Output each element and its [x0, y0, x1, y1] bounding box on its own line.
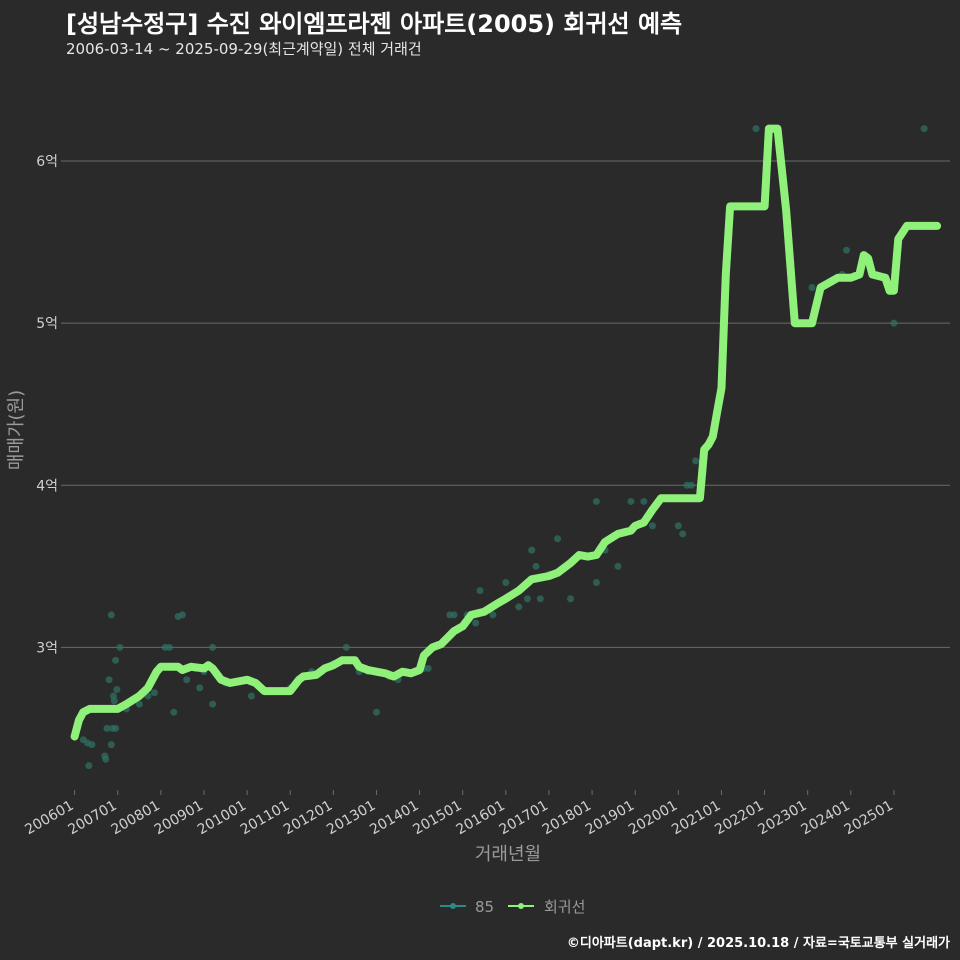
x-tick-label-7: 201301	[324, 798, 378, 839]
x-tick-label-18: 202401	[799, 798, 853, 839]
scatter-point-57	[515, 603, 523, 611]
y-tick-label-3: 6억	[36, 154, 58, 170]
x-tick-label-9: 201501	[410, 798, 464, 839]
scatter-point-7	[105, 676, 113, 684]
scatter-point-64	[567, 595, 575, 603]
legend-item-85[interactable]: 85	[440, 898, 494, 916]
scatter-point-31	[209, 700, 217, 708]
y-tick-label-0: 3억	[36, 640, 58, 656]
scatter-point-42	[372, 708, 380, 716]
y-tick-label-1: 4억	[36, 478, 58, 494]
scatter-point-71	[648, 522, 656, 530]
x-tick-label-19: 202501	[842, 798, 896, 839]
scatter-point-14	[107, 611, 115, 619]
scatter-point-28	[196, 684, 204, 692]
scatter-point-59	[528, 546, 536, 554]
x-tick-label-17: 202301	[755, 798, 809, 839]
legend-regression-label: 회귀선	[544, 898, 585, 916]
y-axis-label: 매매가(원)	[6, 390, 27, 470]
scatter-point-5	[102, 755, 110, 763]
scatter-point-69	[627, 497, 635, 505]
scatter-point-60	[532, 562, 540, 570]
chart-title: [성남수정구] 수진 와이엠프라젠 아파트(2005) 회귀선 예측	[66, 10, 683, 38]
scatter-point-25	[178, 611, 186, 619]
scatter-point-8	[107, 741, 115, 749]
scatter-point-66	[592, 497, 600, 505]
scatter-point-63	[554, 535, 562, 543]
scatter-point-11	[110, 697, 118, 705]
x-tick-label-6: 201201	[281, 798, 335, 839]
scatter-point-15	[112, 656, 120, 664]
scatter-point-72	[674, 522, 682, 530]
x-tick-label-2: 200801	[109, 798, 163, 839]
legend-item-regression[interactable]: 회귀선	[508, 898, 585, 916]
scatter-point-61	[536, 595, 544, 603]
scatter-point-68	[614, 562, 622, 570]
scatter-point-73	[679, 530, 687, 538]
regression-line	[70, 124, 942, 741]
scatter-point-55	[489, 611, 497, 619]
x-tick-label-8: 201401	[367, 798, 421, 839]
scatter-point-85	[890, 319, 898, 327]
scatter-point-3	[88, 741, 96, 749]
scatter-point-58	[523, 595, 531, 603]
scatter-point-51	[450, 611, 458, 619]
scatter-point-16	[116, 643, 124, 651]
scatter-point-12	[112, 724, 120, 732]
scatter-point-47	[424, 664, 432, 672]
y-axis-ticks: 3억 4억 5억 6억	[36, 154, 66, 656]
scatter-series-85	[79, 125, 928, 770]
x-tick-label-10: 201601	[454, 798, 508, 839]
scatter-point-83	[843, 246, 851, 254]
x-tick-label-13: 201901	[583, 798, 637, 839]
x-tick-label-11: 201701	[497, 798, 551, 839]
x-tick-label-14: 202001	[626, 798, 680, 839]
scatter-point-65	[592, 579, 600, 587]
scatter-point-23	[170, 708, 178, 716]
legend-regression-marker	[518, 903, 524, 909]
x-tick-label-16: 202201	[712, 798, 766, 839]
regression-series	[70, 124, 942, 741]
x-tick-label-1: 200701	[65, 798, 119, 839]
legend-85-label: 85	[475, 898, 494, 916]
x-tick-label-15: 202101	[669, 798, 723, 839]
scatter-point-6	[103, 724, 111, 732]
legend-85-marker	[450, 903, 456, 909]
scatter-point-13	[113, 685, 121, 693]
x-tick-label-12: 201801	[540, 798, 594, 839]
scatter-point-56	[502, 579, 510, 587]
gridlines	[66, 160, 950, 648]
scatter-point-34	[247, 692, 255, 700]
scatter-point-39	[342, 643, 350, 651]
x-tick-label-0: 200601	[22, 798, 76, 839]
scatter-point-26	[183, 676, 191, 684]
x-axis-ticks: 2006012007012008012009012010012011012012…	[22, 790, 896, 838]
scatter-point-76	[692, 457, 700, 465]
scatter-point-54	[476, 587, 484, 595]
x-tick-label-4: 201001	[195, 798, 249, 839]
source-caption: ©디아파트(dapt.kr) / 2025.10.18 / 자료=국토교통부 실…	[566, 936, 950, 951]
x-tick-label-5: 201101	[238, 798, 292, 839]
scatter-point-75	[687, 481, 695, 489]
y-tick-label-2: 5억	[36, 316, 58, 332]
scatter-point-18	[135, 700, 143, 708]
x-axis-label: 거래년월	[475, 844, 541, 865]
scatter-point-70	[640, 497, 648, 505]
scatter-point-22	[165, 643, 173, 651]
scatter-point-2	[85, 762, 93, 770]
scatter-point-30	[209, 643, 217, 651]
scatter-point-53	[472, 619, 480, 627]
scatter-point-80	[808, 283, 816, 291]
scatter-point-86	[920, 125, 928, 133]
scatter-point-20	[150, 689, 158, 697]
chart-subtitle: 2006-03-14 ~ 2025-09-29(최근계약일) 전체 거래건	[66, 40, 422, 58]
x-tick-label-3: 200901	[152, 798, 206, 839]
legend: 85 회귀선	[440, 898, 585, 916]
scatter-point-79	[752, 125, 760, 133]
